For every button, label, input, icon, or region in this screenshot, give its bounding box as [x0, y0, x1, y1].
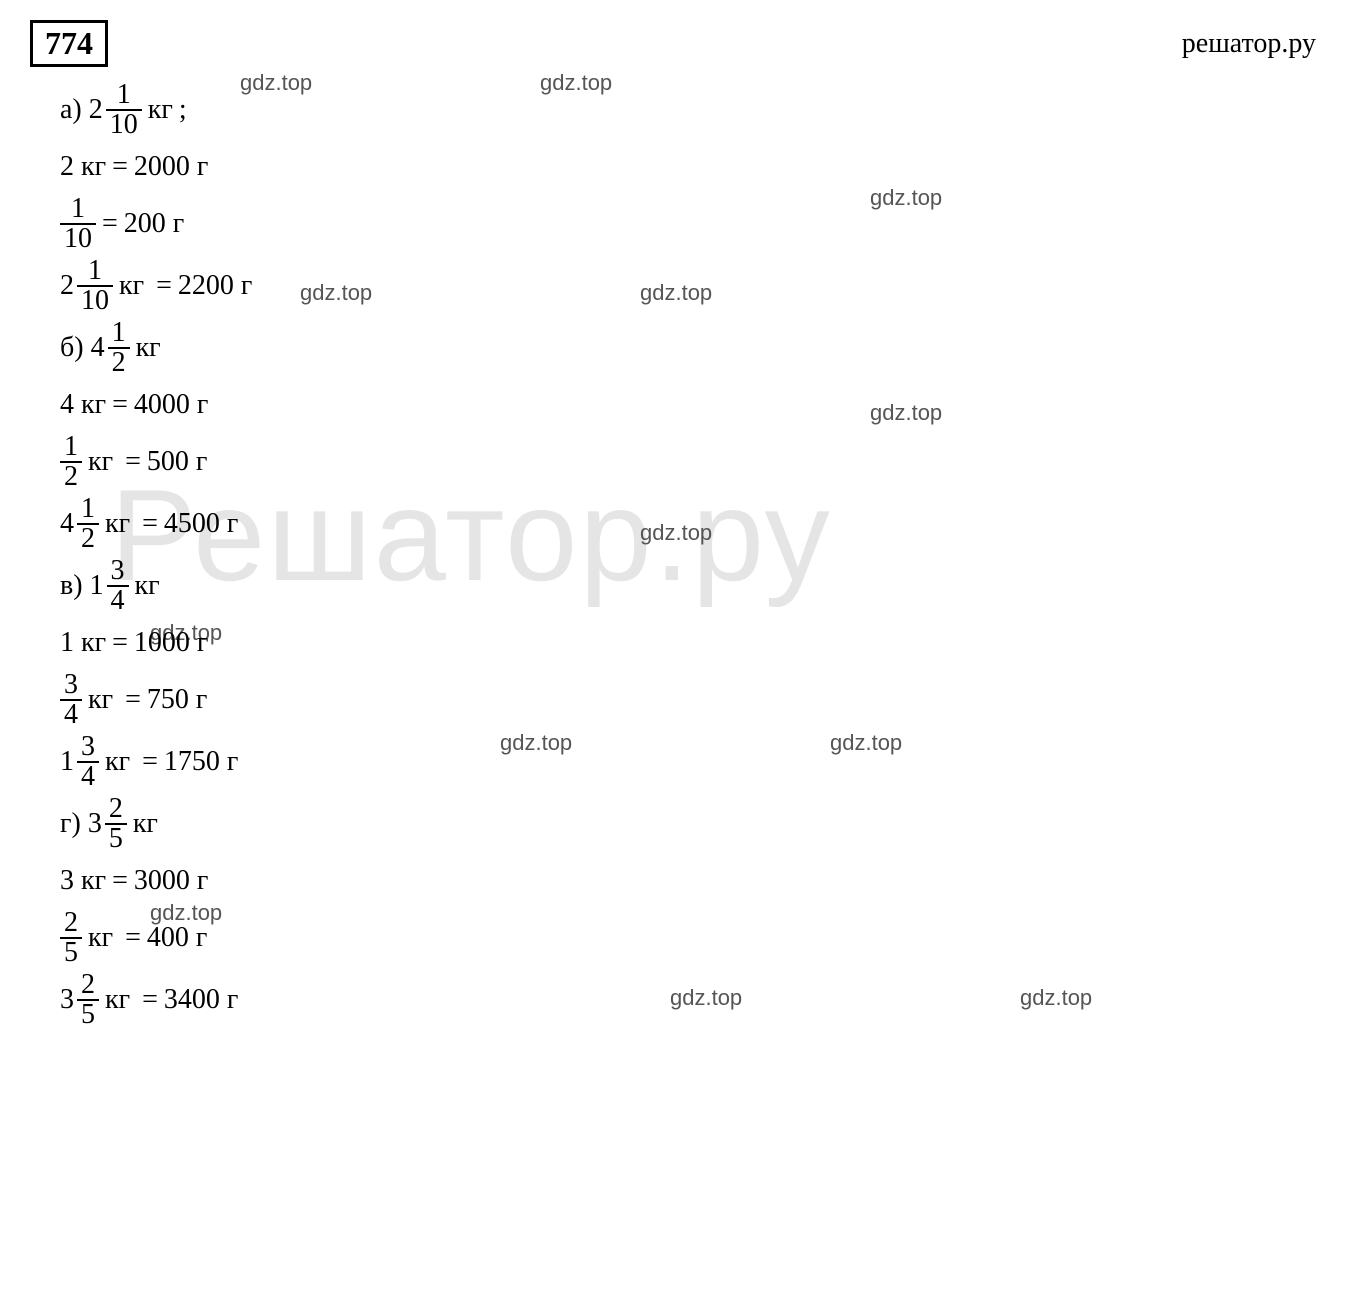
- unit: кг: [130, 332, 167, 364]
- unit: кг: [142, 94, 179, 126]
- numerator: 1: [113, 81, 135, 109]
- whole-number: 3: [88, 808, 105, 840]
- right-value: 750 г: [147, 684, 207, 716]
- suffix: ;: [179, 94, 187, 126]
- equals: =: [106, 389, 134, 421]
- numerator: 1: [60, 433, 82, 461]
- right-value: 3000 г: [134, 865, 208, 897]
- equals: =: [119, 446, 147, 478]
- equals: =: [136, 508, 164, 540]
- unit: кг: [99, 746, 136, 778]
- right-value: 400 г: [147, 922, 207, 954]
- whole-number: 1: [60, 746, 77, 778]
- part-d-line3: 3 2 5 кг = 3400 г: [60, 971, 1326, 1029]
- part-c-line2: 3 4 кг = 750 г: [60, 671, 1326, 729]
- numerator: 2: [77, 971, 99, 999]
- denominator: 2: [108, 347, 130, 377]
- left-value: 1 кг: [60, 627, 106, 659]
- numerator: 3: [60, 671, 82, 699]
- denominator: 2: [77, 523, 99, 553]
- part-b-line2: 1 2 кг = 500 г: [60, 433, 1326, 491]
- numerator: 2: [105, 795, 127, 823]
- part-d-line2: 2 5 кг = 400 г: [60, 909, 1326, 967]
- right-value: 4000 г: [134, 389, 208, 421]
- denominator: 4: [77, 761, 99, 791]
- equals: =: [96, 208, 124, 240]
- part-c-line1: 1 кг = 1000 г: [60, 619, 1326, 667]
- denominator: 4: [107, 585, 129, 615]
- left-value: 4 кг: [60, 389, 106, 421]
- numerator: 3: [77, 733, 99, 761]
- math-content: а) 2 1 10 кг; 2 кг = 2000 г 1 10 = 200 г…: [30, 81, 1326, 1029]
- unit: кг: [82, 684, 119, 716]
- whole-number: 2: [60, 270, 77, 302]
- unit: кг: [129, 570, 166, 602]
- numerator: 1: [77, 495, 99, 523]
- part-c-header: в) 1 3 4 кг: [60, 557, 1326, 615]
- equals: =: [106, 151, 134, 183]
- part-a-line3: 2 1 10 кг = 2200 г: [60, 257, 1326, 315]
- unit: кг: [127, 808, 164, 840]
- part-label: б): [60, 332, 84, 364]
- equals: =: [150, 270, 178, 302]
- part-a-line1: 2 кг = 2000 г: [60, 143, 1326, 191]
- problem-number: 774: [30, 20, 108, 67]
- part-b-header: б) 4 1 2 кг: [60, 319, 1326, 377]
- part-d-header: г) 3 2 5 кг: [60, 795, 1326, 853]
- whole-number: 4: [60, 508, 77, 540]
- equals: =: [136, 984, 164, 1016]
- numerator: 1: [84, 257, 106, 285]
- part-label: а): [60, 94, 82, 126]
- unit: кг: [82, 922, 119, 954]
- part-label: г): [60, 808, 81, 840]
- unit: кг: [99, 984, 136, 1016]
- part-b-line3: 4 1 2 кг = 4500 г: [60, 495, 1326, 553]
- right-value: 500 г: [147, 446, 207, 478]
- numerator: 1: [67, 195, 89, 223]
- equals: =: [136, 746, 164, 778]
- denominator: 5: [105, 823, 127, 853]
- right-value: 2200 г: [178, 270, 252, 302]
- denominator: 5: [77, 999, 99, 1029]
- unit: кг: [113, 270, 150, 302]
- denominator: 4: [60, 699, 82, 729]
- denominator: 10: [106, 109, 142, 139]
- numerator: 3: [107, 557, 129, 585]
- equals: =: [119, 684, 147, 716]
- whole-number: 4: [91, 332, 108, 364]
- denominator: 5: [60, 937, 82, 967]
- unit: кг: [82, 446, 119, 478]
- numerator: 2: [60, 909, 82, 937]
- unit: кг: [99, 508, 136, 540]
- equals: =: [119, 922, 147, 954]
- right-value: 2000 г: [134, 151, 208, 183]
- numerator: 1: [108, 319, 130, 347]
- denominator: 10: [77, 285, 113, 315]
- whole-number: 2: [89, 94, 106, 126]
- denominator: 2: [60, 461, 82, 491]
- right-value: 200 г: [124, 208, 184, 240]
- equals: =: [106, 865, 134, 897]
- part-a-line2: 1 10 = 200 г: [60, 195, 1326, 253]
- right-value: 4500 г: [164, 508, 238, 540]
- right-value: 1750 г: [164, 746, 238, 778]
- whole-number: 1: [90, 570, 107, 602]
- part-b-line1: 4 кг = 4000 г: [60, 381, 1326, 429]
- denominator: 10: [60, 223, 96, 253]
- part-c-line3: 1 3 4 кг = 1750 г: [60, 733, 1326, 791]
- part-label: в): [60, 570, 83, 602]
- part-d-line1: 3 кг = 3000 г: [60, 857, 1326, 905]
- site-label: решатор.ру: [1182, 28, 1316, 60]
- right-value: 3400 г: [164, 984, 238, 1016]
- whole-number: 3: [60, 984, 77, 1016]
- left-value: 2 кг: [60, 151, 106, 183]
- right-value: 1000 г: [134, 627, 208, 659]
- part-a-header: а) 2 1 10 кг;: [60, 81, 1326, 139]
- left-value: 3 кг: [60, 865, 106, 897]
- equals: =: [106, 627, 134, 659]
